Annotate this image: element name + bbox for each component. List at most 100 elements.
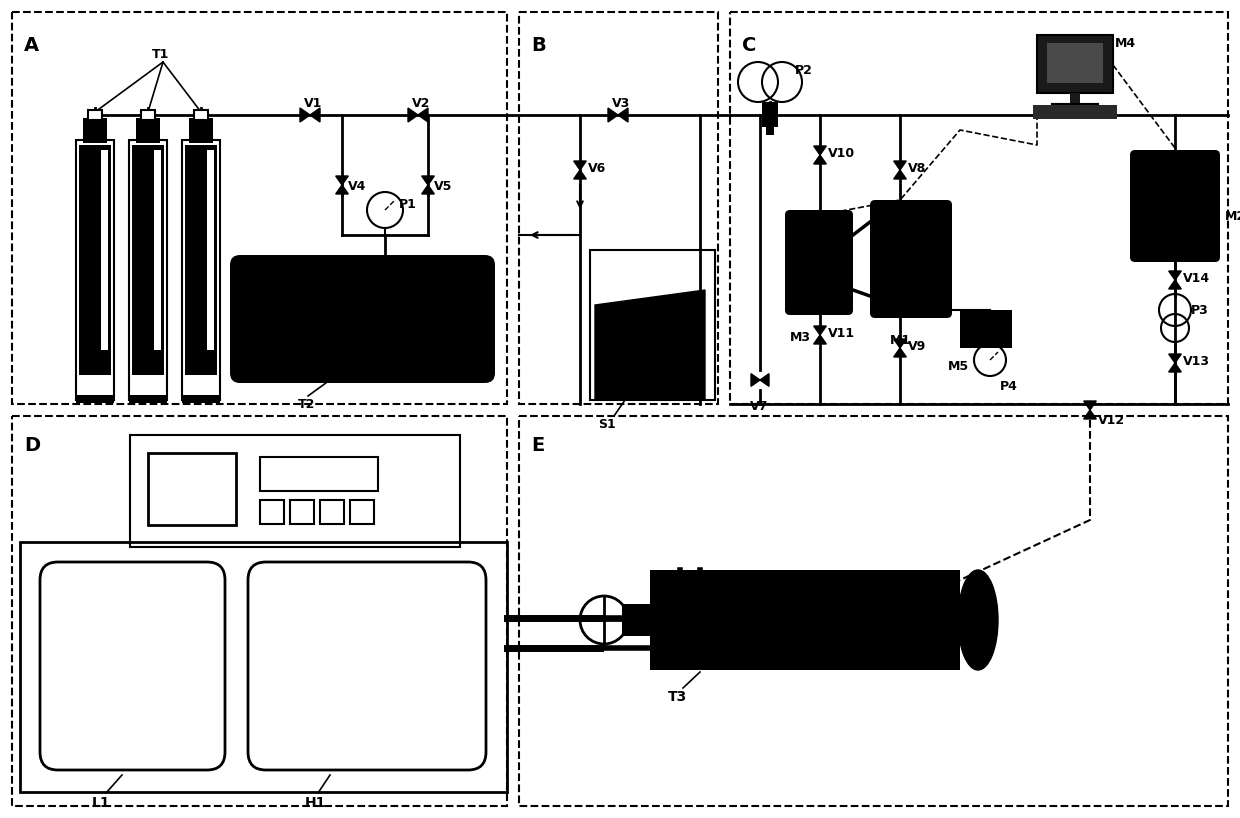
Bar (960, 310, 1012, 348)
Bar (188, 118, 213, 143)
Bar (182, 140, 219, 400)
Bar (154, 150, 161, 350)
Bar (136, 118, 160, 143)
Polygon shape (894, 348, 906, 357)
Text: P2: P2 (795, 64, 813, 77)
Text: M2: M2 (1225, 210, 1240, 223)
Bar (1037, 35, 1114, 93)
Text: V3: V3 (613, 97, 630, 110)
Text: V10: V10 (828, 147, 856, 160)
Text: C: C (742, 36, 756, 55)
Bar (12, 416, 507, 806)
Polygon shape (813, 146, 826, 155)
Bar (260, 500, 284, 524)
Polygon shape (310, 108, 320, 122)
Text: V2: V2 (412, 97, 430, 110)
Text: S1: S1 (598, 418, 616, 431)
Bar (130, 435, 460, 547)
Bar (76, 395, 114, 403)
Text: M4: M4 (1115, 37, 1136, 50)
Bar (260, 457, 378, 491)
Polygon shape (813, 326, 826, 335)
Polygon shape (618, 108, 627, 122)
FancyBboxPatch shape (1130, 150, 1220, 262)
Polygon shape (300, 108, 310, 122)
Bar (650, 570, 960, 670)
FancyBboxPatch shape (870, 200, 952, 318)
Bar (207, 150, 215, 350)
Bar (129, 395, 167, 403)
Bar (350, 500, 374, 524)
Text: V12: V12 (1097, 414, 1125, 427)
Polygon shape (1168, 354, 1182, 363)
Text: V13: V13 (1183, 355, 1210, 368)
Polygon shape (336, 185, 348, 194)
Text: T2: T2 (298, 398, 315, 411)
FancyBboxPatch shape (785, 210, 853, 315)
Text: T1: T1 (153, 48, 170, 61)
Bar (766, 127, 774, 135)
FancyBboxPatch shape (229, 255, 495, 383)
Bar (290, 500, 314, 524)
Polygon shape (751, 374, 760, 386)
Text: P4: P4 (999, 380, 1018, 393)
Text: T3: T3 (668, 690, 687, 704)
Polygon shape (1084, 401, 1096, 410)
Text: E: E (531, 436, 544, 455)
Text: H1: H1 (305, 796, 326, 810)
Text: V8: V8 (908, 162, 926, 175)
Bar (590, 250, 715, 400)
Polygon shape (760, 374, 769, 386)
Polygon shape (813, 335, 826, 344)
Text: L1: L1 (92, 796, 110, 810)
Polygon shape (608, 108, 618, 122)
Text: M5: M5 (949, 360, 970, 373)
Text: V1: V1 (304, 97, 322, 110)
Polygon shape (574, 161, 587, 170)
Polygon shape (1168, 280, 1182, 289)
Bar (83, 118, 107, 143)
Polygon shape (1168, 271, 1182, 280)
Polygon shape (595, 290, 706, 400)
Bar (20, 542, 507, 792)
Text: V14: V14 (1183, 272, 1210, 285)
Bar (185, 145, 217, 375)
Bar (182, 395, 219, 403)
Bar (520, 416, 1228, 806)
Bar (622, 604, 650, 636)
Polygon shape (336, 176, 348, 185)
Bar (88, 110, 102, 120)
Polygon shape (894, 339, 906, 348)
Text: V11: V11 (828, 327, 856, 340)
Polygon shape (894, 161, 906, 170)
Text: M1: M1 (890, 334, 911, 347)
Bar (1033, 105, 1117, 119)
Bar (79, 145, 112, 375)
Polygon shape (418, 108, 428, 122)
Bar (129, 140, 167, 400)
Text: V7: V7 (750, 400, 769, 413)
Bar (141, 110, 155, 120)
Bar (520, 12, 718, 404)
Text: P3: P3 (1190, 304, 1209, 317)
Bar (76, 140, 114, 400)
Text: V6: V6 (588, 162, 606, 175)
Bar (730, 12, 1228, 404)
Text: P1: P1 (399, 198, 417, 211)
Bar (148, 453, 236, 525)
Text: V9: V9 (908, 340, 926, 353)
Polygon shape (422, 185, 434, 194)
Bar (320, 500, 343, 524)
Polygon shape (574, 170, 587, 179)
Polygon shape (1084, 410, 1096, 419)
Text: D: D (24, 436, 40, 455)
Polygon shape (408, 108, 418, 122)
Text: A: A (24, 36, 40, 55)
Polygon shape (894, 170, 906, 179)
Polygon shape (1168, 363, 1182, 372)
Text: B: B (531, 36, 546, 55)
Bar (131, 145, 164, 375)
Bar (763, 102, 777, 127)
Bar (100, 150, 108, 350)
Polygon shape (813, 155, 826, 164)
